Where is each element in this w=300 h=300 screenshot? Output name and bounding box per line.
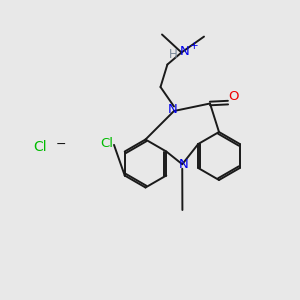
- Text: N: N: [180, 45, 190, 58]
- Text: +: +: [190, 41, 198, 51]
- Text: O: O: [228, 89, 239, 103]
- Text: Cl: Cl: [100, 137, 113, 150]
- Text: N: N: [168, 103, 177, 116]
- Text: H: H: [169, 47, 178, 61]
- Text: Cl: Cl: [34, 140, 47, 154]
- Text: −: −: [56, 137, 66, 151]
- Text: N: N: [179, 158, 189, 171]
